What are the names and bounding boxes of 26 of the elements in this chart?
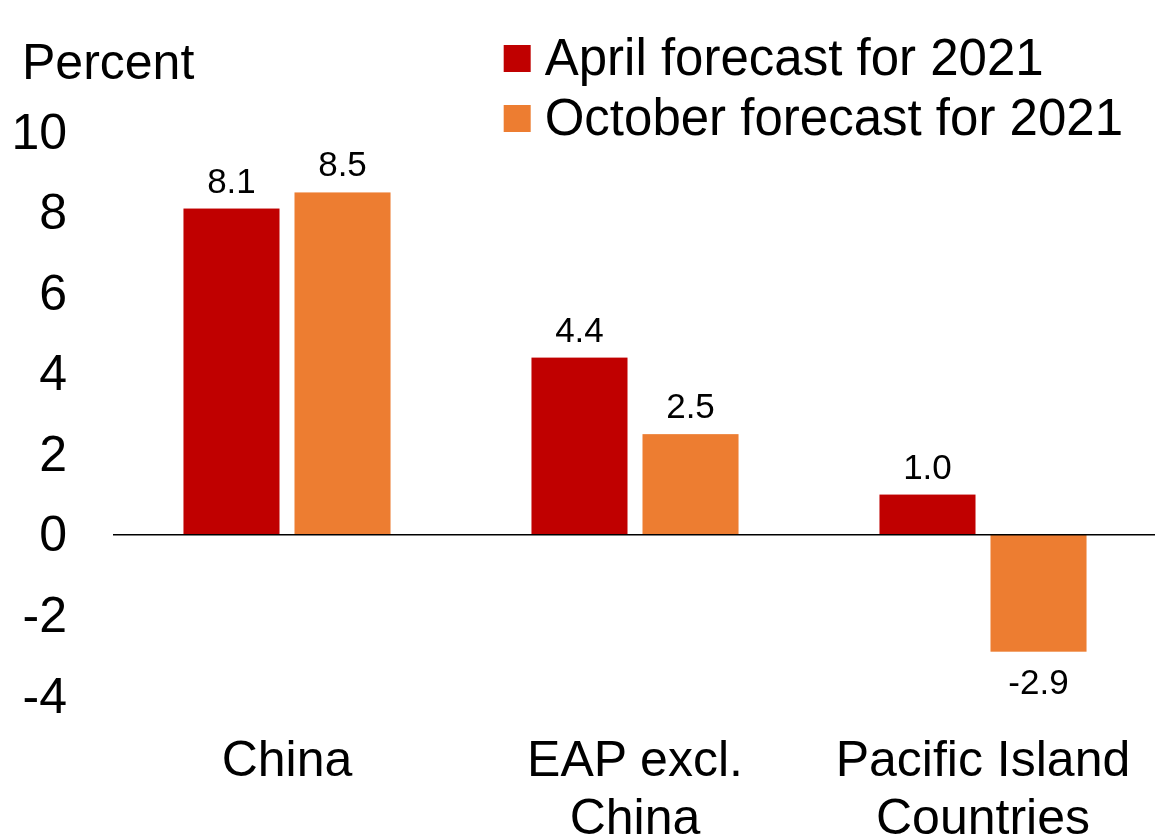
x-tick-label: China	[221, 731, 353, 787]
x-tick-label: EAP excl. China	[527, 731, 743, 839]
y-tick-label: -2	[22, 586, 67, 643]
bar	[531, 357, 628, 535]
data-label: -2.9	[1008, 661, 1069, 701]
bar	[879, 494, 976, 535]
y-tick-label: 6	[39, 264, 67, 321]
y-tick-label: 0	[39, 506, 67, 563]
bar	[990, 534, 1087, 652]
y-tick-label: 4	[39, 345, 67, 402]
data-label: 2.5	[666, 386, 715, 426]
y-tick-label: 2	[39, 425, 67, 482]
y-tick-label: 8	[39, 184, 67, 241]
legend-label: October forecast for 2021	[544, 89, 1123, 146]
y-tick-label: -4	[22, 667, 67, 724]
bar	[294, 192, 391, 535]
legend-label: April forecast for 2021	[544, 29, 1044, 86]
bar	[183, 208, 280, 535]
data-label: 4.4	[555, 309, 604, 349]
data-label: 8.5	[318, 144, 367, 184]
x-tick-label: Pacific Island Countries	[835, 731, 1131, 839]
y-tick-label: 10	[11, 103, 67, 160]
data-label: 8.1	[207, 160, 256, 200]
data-label: 1.0	[903, 446, 952, 486]
bar	[642, 434, 739, 535]
y-axis-title: Percent	[22, 34, 195, 90]
